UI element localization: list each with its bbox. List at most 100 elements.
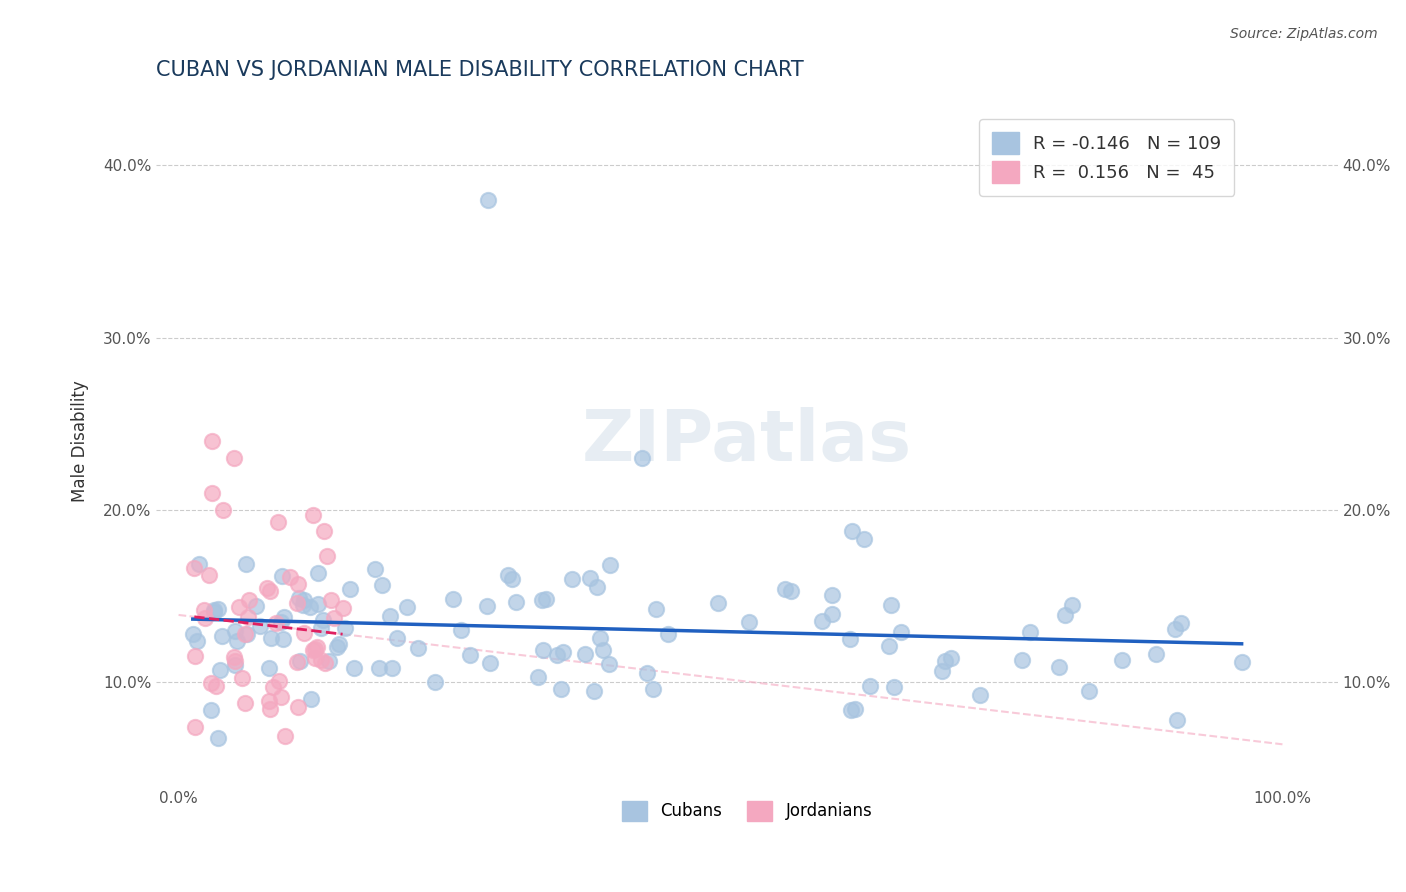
Text: Source: ZipAtlas.com: Source: ZipAtlas.com (1230, 27, 1378, 41)
Point (200, 676, 222, 690)
Point (335, 621, 357, 635)
Point (287, 700, 309, 714)
Point (278, 570, 301, 584)
Point (271, 632, 294, 647)
Point (934, 654, 956, 668)
Point (291, 599, 314, 613)
Point (273, 610, 295, 624)
Point (316, 549, 339, 564)
Point (396, 600, 419, 615)
Point (299, 692, 322, 706)
Point (332, 601, 354, 615)
Point (193, 603, 215, 617)
Point (257, 661, 280, 675)
Point (194, 610, 217, 624)
Point (260, 631, 283, 645)
Point (233, 627, 256, 641)
Point (304, 651, 326, 665)
Point (859, 680, 882, 694)
Point (314, 656, 336, 670)
Point (249, 619, 271, 633)
Point (288, 591, 311, 605)
Point (211, 629, 233, 643)
Point (589, 631, 612, 645)
Point (1054, 607, 1077, 622)
Point (186, 634, 208, 648)
Point (931, 665, 953, 679)
Point (475, 599, 498, 614)
Point (534, 591, 557, 606)
Point (343, 661, 366, 675)
Point (224, 657, 246, 672)
Point (839, 703, 862, 717)
Point (371, 578, 394, 592)
Point (211, 503, 233, 517)
Point (184, 720, 207, 734)
Point (201, 434, 224, 449)
Point (877, 639, 900, 653)
Point (285, 596, 308, 610)
Point (224, 654, 246, 668)
Point (238, 592, 260, 607)
Point (441, 592, 464, 607)
Point (270, 615, 292, 629)
Legend: Cubans, Jordanians: Cubans, Jordanians (610, 789, 884, 832)
Point (811, 614, 834, 628)
Point (1230, 655, 1253, 669)
Point (546, 648, 568, 662)
Point (821, 607, 844, 622)
Point (631, 451, 654, 466)
Point (852, 533, 875, 547)
Point (644, 602, 666, 616)
Point (224, 624, 246, 639)
Point (187, 557, 209, 571)
Point (505, 595, 527, 609)
Point (304, 642, 326, 657)
Point (939, 651, 962, 665)
Point (773, 582, 796, 596)
Point (839, 632, 862, 646)
Y-axis label: Male Disability: Male Disability (72, 380, 89, 502)
Text: CUBAN VS JORDANIAN MALE DISABILITY CORRELATION CHART: CUBAN VS JORDANIAN MALE DISABILITY CORRE… (156, 60, 804, 79)
Point (285, 656, 308, 670)
Point (250, 796, 273, 810)
Point (1144, 647, 1167, 661)
Point (531, 643, 554, 657)
Point (501, 572, 523, 586)
Point (477, 193, 499, 207)
Point (307, 566, 329, 580)
Point (181, 626, 204, 640)
Point (311, 621, 333, 635)
Point (290, 654, 312, 668)
Point (305, 640, 328, 654)
Point (302, 508, 325, 523)
Point (636, 665, 658, 680)
Point (406, 641, 429, 656)
Point (498, 568, 520, 582)
Point (200, 703, 222, 717)
Point (299, 599, 322, 614)
Point (259, 702, 281, 716)
Point (1060, 598, 1083, 612)
Point (1111, 653, 1133, 667)
Point (264, 615, 287, 630)
Point (301, 643, 323, 657)
Point (328, 637, 350, 651)
Point (271, 569, 294, 583)
Point (527, 670, 550, 684)
Point (259, 584, 281, 599)
Point (531, 592, 554, 607)
Point (270, 690, 292, 704)
Point (841, 524, 863, 538)
Point (312, 524, 335, 539)
Point (225, 634, 247, 648)
Point (198, 567, 221, 582)
Point (287, 576, 309, 591)
Point (323, 611, 346, 625)
Point (183, 561, 205, 575)
Point (184, 648, 207, 663)
Point (202, 606, 225, 620)
Point (738, 615, 761, 629)
Point (267, 673, 290, 688)
Point (233, 696, 256, 710)
